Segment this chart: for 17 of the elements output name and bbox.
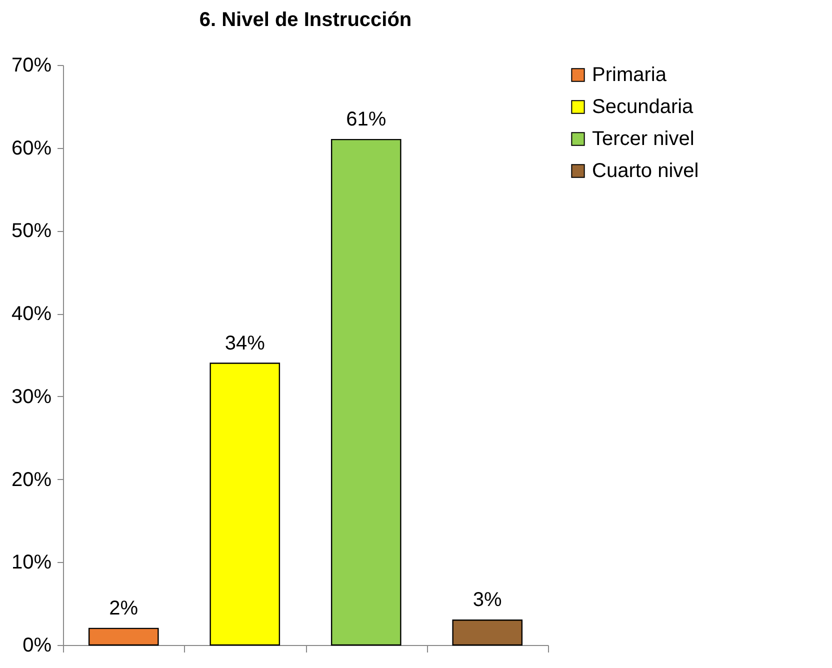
y-tick-label: 10%: [11, 552, 52, 574]
legend-label: Secundaria: [592, 96, 694, 118]
y-tick-label: 50%: [11, 220, 52, 242]
y-tick-label: 70%: [11, 54, 52, 76]
y-tick-label: 40%: [11, 303, 52, 326]
y-tick-label: 30%: [11, 386, 52, 408]
chart-title: 6. Nivel de Instrucción: [199, 9, 412, 31]
data-label: 3%: [472, 589, 502, 612]
data-label: 2%: [109, 597, 138, 620]
legend-label: Cuarto nivel: [592, 160, 699, 182]
y-tick-label: 60%: [11, 137, 52, 160]
legend-label: Primaria: [592, 64, 668, 86]
legend-label: Tercer nivel: [592, 128, 694, 150]
data-label: 34%: [224, 332, 266, 354]
y-tick-label: 0%: [22, 634, 52, 656]
y-tick-label: 20%: [11, 468, 52, 491]
data-label: 61%: [346, 108, 386, 131]
